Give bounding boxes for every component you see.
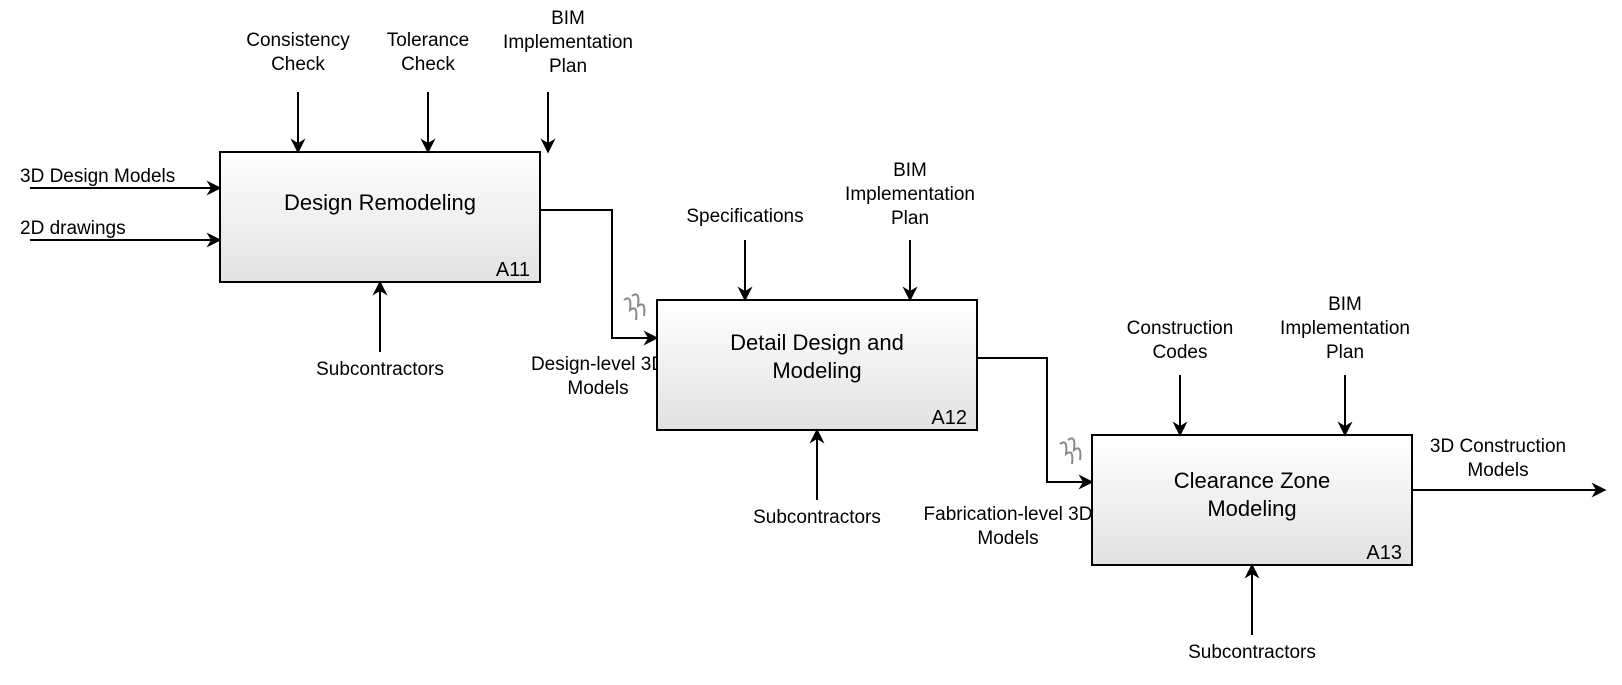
label-a11-control1-l1: Consistency [246, 30, 350, 51]
label-a13-out-l2: Models [1467, 460, 1528, 481]
label-a13-control2-l2: Implementation [1280, 318, 1410, 339]
label-a11-control2-l1: Tolerance [387, 30, 469, 51]
tunnel-a12-out [1060, 438, 1080, 464]
label-a13-control1-l1: Construction [1127, 318, 1234, 339]
label-a11-control3-l2: Implementation [503, 32, 633, 53]
label-a13-control2-l3: Plan [1326, 342, 1364, 363]
label-a13-control1-l2: Codes [1153, 342, 1208, 363]
label-a12-mech: Subcontractors [753, 507, 881, 528]
label-a11-control3-l1: BIM [551, 8, 585, 29]
label-a13-control2-l1: BIM [1328, 294, 1362, 315]
box-a13-title-l1: Clearance Zone [1174, 468, 1331, 493]
label-a12-control2-l2: Implementation [845, 184, 975, 205]
box-a13-title-l2: Modeling [1207, 496, 1296, 521]
tunnel-a11-out [624, 294, 644, 320]
label-a12-out-l1: Fabrication-level 3D [924, 504, 1093, 525]
label-a12-control1: Specifications [686, 206, 803, 227]
arrow-a11-out [540, 210, 657, 338]
label-a11-out-l1: Design-level 3D [531, 354, 665, 375]
label-a11-control3-l3: Plan [549, 56, 587, 77]
box-a11 [220, 152, 540, 282]
label-a11-input1: 3D Design Models [20, 166, 175, 187]
label-a11-mech: Subcontractors [316, 359, 444, 380]
box-a12-id: A12 [931, 407, 967, 429]
label-a12-control2-l1: BIM [893, 160, 927, 181]
label-a11-out-l2: Models [567, 378, 628, 399]
box-a12-title-l2: Modeling [772, 358, 861, 383]
box-a11-title: Design Remodeling [284, 190, 476, 215]
label-a11-control1-l2: Check [271, 54, 325, 75]
idef0-diagram: Design Remodeling A11 3D Design Models 2… [0, 0, 1622, 685]
label-a13-out-l1: 3D Construction [1430, 436, 1566, 457]
label-a13-mech: Subcontractors [1188, 642, 1316, 663]
box-a11-id: A11 [496, 259, 530, 281]
label-a12-out-l2: Models [977, 528, 1038, 549]
label-a11-control2-l2: Check [401, 54, 455, 75]
label-a11-input2: 2D drawings [20, 218, 126, 239]
label-a12-control2-l3: Plan [891, 208, 929, 229]
box-a13-id: A13 [1366, 542, 1402, 564]
arrow-a12-out [977, 358, 1092, 482]
box-a12-title-l1: Detail Design and [730, 330, 904, 355]
